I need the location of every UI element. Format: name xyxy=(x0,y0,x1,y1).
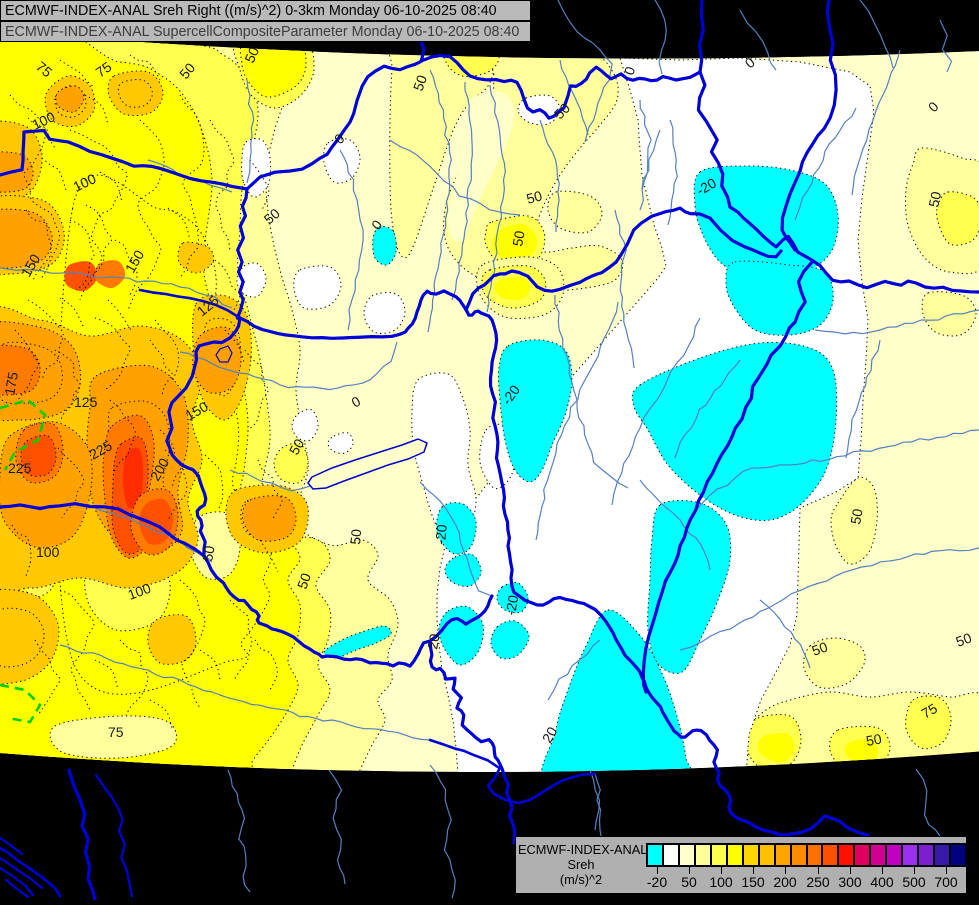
svg-text:50: 50 xyxy=(525,187,544,207)
svg-text:50: 50 xyxy=(847,507,865,525)
svg-text:225: 225 xyxy=(8,460,32,476)
svg-text:-20: -20 xyxy=(432,523,450,545)
svg-text:50: 50 xyxy=(810,638,830,658)
svg-text:50: 50 xyxy=(410,73,430,93)
svg-text:100: 100 xyxy=(126,580,154,603)
svg-text:50: 50 xyxy=(199,544,217,562)
svg-text:100: 100 xyxy=(36,544,60,560)
svg-text:75: 75 xyxy=(108,724,124,740)
svg-text:50: 50 xyxy=(286,436,308,458)
svg-text:50: 50 xyxy=(241,44,262,65)
svg-text:75: 75 xyxy=(919,700,941,722)
svg-text:125: 125 xyxy=(74,394,98,410)
svg-text:50: 50 xyxy=(509,229,527,247)
svg-text:50: 50 xyxy=(954,629,974,649)
svg-text:50: 50 xyxy=(347,528,364,545)
svg-text:20: 20 xyxy=(539,724,561,746)
svg-text:50: 50 xyxy=(865,730,883,748)
svg-text:175: 175 xyxy=(1,371,21,397)
svg-text:50: 50 xyxy=(294,571,314,591)
svg-text:20: 20 xyxy=(424,632,442,650)
svg-text:50: 50 xyxy=(925,190,944,209)
svg-text:-20: -20 xyxy=(502,594,521,617)
